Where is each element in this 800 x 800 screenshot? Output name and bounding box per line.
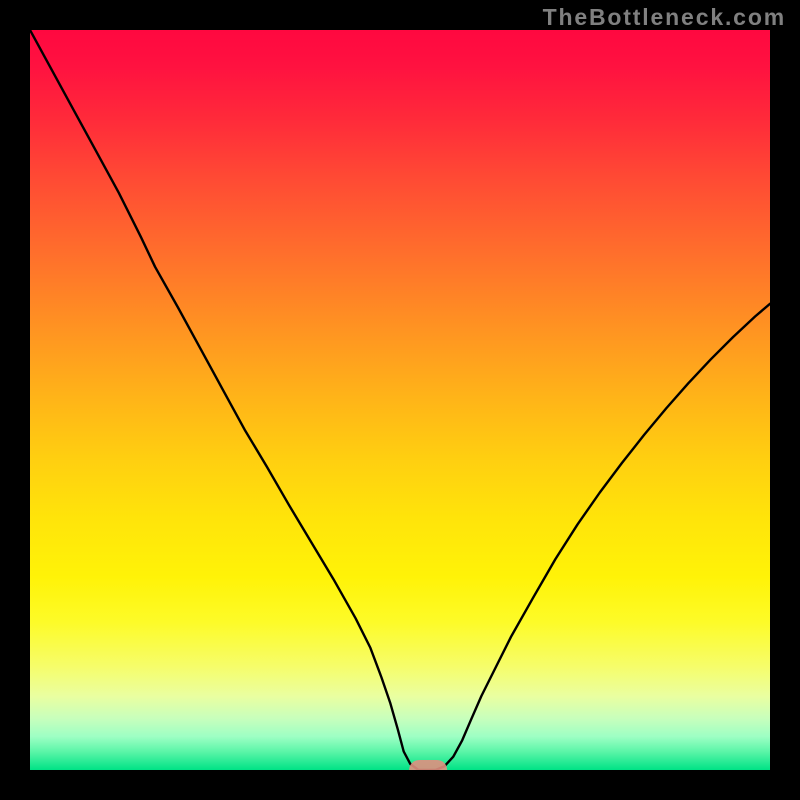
chart-container: TheBottleneck.com [0, 0, 800, 800]
bottleneck-curve-chart [0, 0, 800, 800]
chart-plot-background [30, 30, 770, 770]
watermark-text: TheBottleneck.com [543, 4, 786, 31]
